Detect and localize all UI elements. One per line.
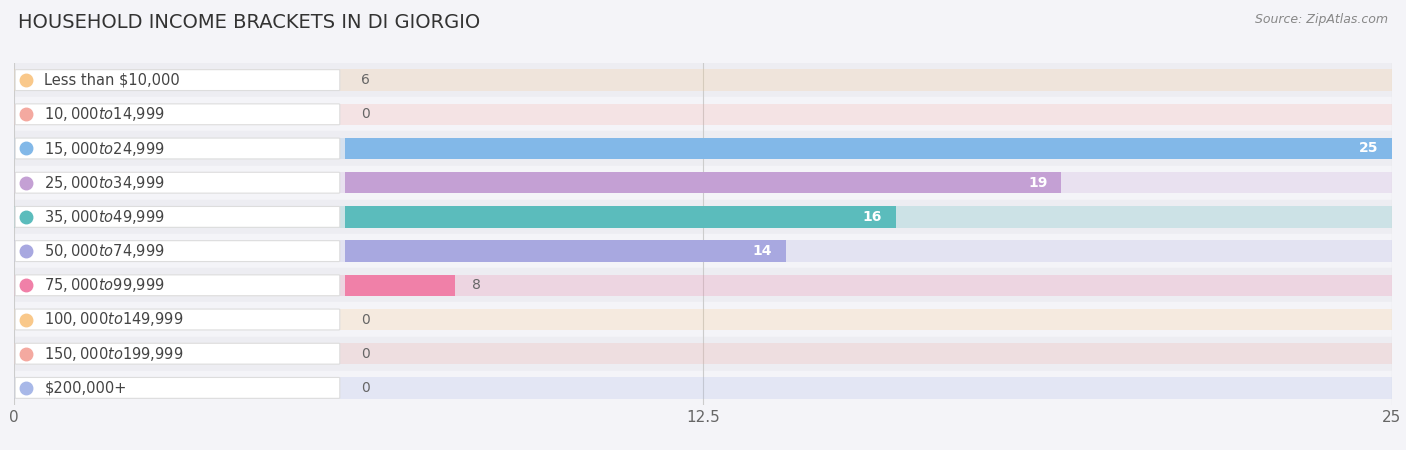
Text: $25,000 to $34,999: $25,000 to $34,999 xyxy=(45,174,165,192)
Bar xyxy=(14,172,1392,194)
Bar xyxy=(14,97,1392,131)
Bar xyxy=(14,240,1392,262)
Text: HOUSEHOLD INCOME BRACKETS IN DI GIORGIO: HOUSEHOLD INCOME BRACKETS IN DI GIORGIO xyxy=(18,14,481,32)
Bar xyxy=(344,240,786,262)
Text: $100,000 to $149,999: $100,000 to $149,999 xyxy=(45,310,184,328)
FancyBboxPatch shape xyxy=(15,70,340,90)
Text: Source: ZipAtlas.com: Source: ZipAtlas.com xyxy=(1254,14,1388,27)
Bar xyxy=(344,138,1392,159)
Text: 0: 0 xyxy=(361,107,370,122)
Text: $10,000 to $14,999: $10,000 to $14,999 xyxy=(45,105,165,123)
Text: 0: 0 xyxy=(361,346,370,361)
Text: $50,000 to $74,999: $50,000 to $74,999 xyxy=(45,242,165,260)
Text: 6: 6 xyxy=(361,73,370,87)
FancyBboxPatch shape xyxy=(15,309,340,330)
Text: Less than $10,000: Less than $10,000 xyxy=(45,72,180,88)
Bar xyxy=(14,337,1392,371)
Text: 14: 14 xyxy=(752,244,772,258)
Text: $150,000 to $199,999: $150,000 to $199,999 xyxy=(45,345,184,363)
Bar xyxy=(14,200,1392,234)
Bar xyxy=(14,206,1392,228)
Text: $35,000 to $49,999: $35,000 to $49,999 xyxy=(45,208,165,226)
Bar xyxy=(14,377,1392,399)
Bar xyxy=(14,343,1392,364)
Bar xyxy=(14,166,1392,200)
FancyBboxPatch shape xyxy=(15,104,340,125)
Bar xyxy=(14,274,1392,296)
Bar xyxy=(14,309,1392,330)
Bar xyxy=(344,274,456,296)
FancyBboxPatch shape xyxy=(15,172,340,193)
Bar xyxy=(344,206,896,228)
Bar xyxy=(14,138,1392,159)
Text: 25: 25 xyxy=(1358,141,1378,156)
Bar xyxy=(14,302,1392,337)
Text: 19: 19 xyxy=(1028,176,1047,190)
Bar xyxy=(14,371,1392,405)
Bar xyxy=(14,104,1392,125)
Text: 16: 16 xyxy=(863,210,882,224)
Text: 0: 0 xyxy=(361,312,370,327)
FancyBboxPatch shape xyxy=(15,275,340,296)
FancyBboxPatch shape xyxy=(15,241,340,261)
FancyBboxPatch shape xyxy=(15,378,340,398)
FancyBboxPatch shape xyxy=(15,207,340,227)
Text: $15,000 to $24,999: $15,000 to $24,999 xyxy=(45,140,165,158)
Text: $75,000 to $99,999: $75,000 to $99,999 xyxy=(45,276,165,294)
FancyBboxPatch shape xyxy=(15,343,340,364)
Text: 0: 0 xyxy=(361,381,370,395)
Bar xyxy=(14,69,1392,91)
Bar xyxy=(14,268,1392,302)
Bar xyxy=(344,172,1062,194)
Bar xyxy=(14,63,1392,97)
FancyBboxPatch shape xyxy=(15,138,340,159)
Bar xyxy=(14,131,1392,166)
Bar xyxy=(14,234,1392,268)
Text: $200,000+: $200,000+ xyxy=(45,380,127,396)
Text: 8: 8 xyxy=(471,278,481,293)
